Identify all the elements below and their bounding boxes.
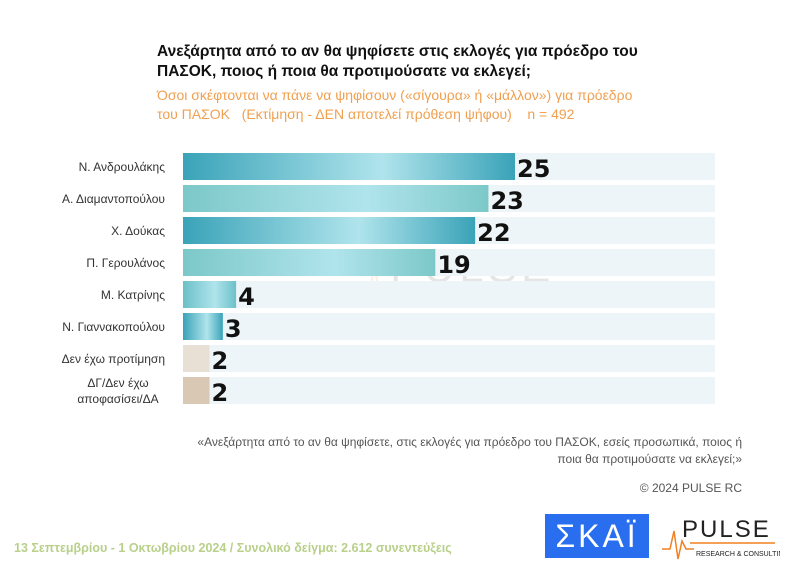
value-label: 2 — [212, 347, 229, 375]
row-background — [183, 313, 715, 340]
bar — [183, 217, 476, 244]
value-label: 23 — [490, 187, 523, 215]
row-background — [183, 281, 715, 308]
pulse-logo: PULSE RESEARCH & CONSULTING — [660, 513, 786, 561]
category-label: αποφασίσει/ΔΑ — [77, 392, 158, 406]
survey-footer: 13 Σεπτεμβρίου - 1 Οκτωβρίου 2024 / Συνο… — [14, 541, 452, 555]
skai-logo: ΣΚΑΪ — [545, 514, 649, 558]
value-label: 25 — [517, 155, 550, 183]
bar-chart: Ν. Ανδρουλάκης 25Α. Διαμαντοπούλου 23Χ. Δο… — [62, 153, 715, 407]
bar — [183, 377, 210, 404]
row-background — [183, 377, 715, 404]
subtitle-line-2: του ΠΑΣΟΚ (Εκτίμηση - ΔΕΝ αποτελεί πρόθε… — [157, 106, 575, 122]
survey-question: «Ανεξάρτητα από το αν θα ψηφίσετε, στις … — [197, 435, 742, 466]
bar — [183, 153, 515, 180]
bar — [183, 249, 436, 276]
bar — [183, 313, 223, 340]
bar — [183, 185, 489, 212]
subtitle-line-1: Όσοι σκέφτονται να πάνε να ψηφίσουν («σί… — [157, 87, 633, 103]
category-label: Ν. Ανδρουλάκης — [79, 160, 166, 174]
bar — [183, 345, 210, 372]
chart-subtitle: Όσοι σκέφτονται να πάνε να ψηφίσουν («σί… — [157, 86, 697, 124]
category-label: Ν. Γιαννακοπούλου — [62, 320, 165, 334]
value-label: 19 — [437, 251, 470, 279]
category-label: Χ. Δούκας — [111, 224, 165, 238]
category-label: Π. Γερουλάνος — [86, 256, 165, 270]
category-label: ΔΓ/Δεν έχω — [87, 376, 148, 390]
svg-text:PULSE: PULSE — [682, 516, 771, 543]
value-label: 2 — [212, 379, 229, 407]
bar — [183, 281, 237, 308]
svg-text:RESEARCH & CONSULTING: RESEARCH & CONSULTING — [696, 551, 780, 558]
row-background — [183, 345, 715, 372]
category-label: Α. Διαμαντοπούλου — [62, 192, 165, 206]
category-label: Μ. Κατρίνης — [101, 288, 165, 302]
copyright: © 2024 PULSE RC — [639, 481, 742, 495]
value-label: 4 — [238, 283, 255, 311]
chart-title: Ανεξάρτητα από το αν θα ψηφίσετε στις εκ… — [157, 43, 638, 80]
category-label: Δεν έχω προτίμηση — [62, 352, 165, 366]
value-label: 3 — [225, 315, 242, 343]
value-label: 22 — [477, 219, 510, 247]
